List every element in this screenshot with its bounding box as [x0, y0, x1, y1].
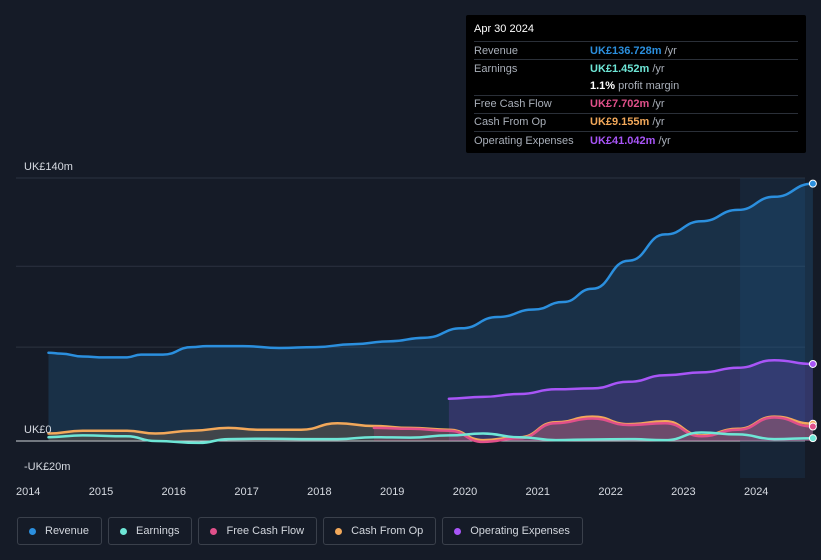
- tooltip-label: Earnings: [474, 62, 518, 75]
- legend-label: Revenue: [45, 525, 90, 537]
- endpoint-operating-expenses: [808, 359, 817, 368]
- tooltip-row-free-cash-flow: Free Cash Flow UK£7.702m /yr: [474, 94, 798, 113]
- line-revenue: [47, 182, 815, 359]
- tooltip-unit: /yr: [652, 62, 665, 75]
- legend-item-earnings[interactable]: Earnings: [108, 517, 193, 545]
- line-free-cash-flow: [372, 416, 815, 444]
- legend-label: Earnings: [136, 525, 180, 537]
- tooltip-row-operating-expenses: Operating Expenses UK£41.042m /yr: [474, 130, 798, 149]
- tooltip-label: Free Cash Flow: [474, 98, 552, 111]
- legend-dot-icon: [454, 527, 462, 535]
- tooltip-row-earnings: Earnings UK£1.452m /yr: [474, 59, 798, 77]
- legend-label: Cash From Op: [351, 525, 424, 537]
- legend-dot-icon: [120, 527, 128, 535]
- tooltip-row-profit-margin: 1.1% profit margin: [474, 77, 798, 94]
- x-tick-label: 2018: [307, 486, 331, 498]
- y-axis: UK£140m UK£0 -UK£20m: [24, 161, 73, 473]
- tooltip-value: UK£7.702m: [590, 98, 650, 111]
- legend-label: Free Cash Flow: [226, 525, 305, 537]
- series-areas: [48, 183, 813, 442]
- endpoint-free-cash-flow: [808, 422, 817, 431]
- tooltip-value: 1.1%: [590, 79, 616, 92]
- legend-item-operating-expenses[interactable]: Operating Expenses: [442, 517, 583, 545]
- line-operating-expenses: [447, 358, 815, 400]
- x-tick-label: 2022: [598, 486, 622, 498]
- tooltip-date: Apr 30 2024: [474, 23, 534, 35]
- legend-item-free-cash-flow[interactable]: Free Cash Flow: [198, 517, 318, 545]
- area-cash-from-op: [48, 416, 813, 441]
- tooltip-unit: /yr: [658, 134, 671, 147]
- legend: Revenue Earnings Free Cash Flow Cash Fro…: [17, 517, 583, 545]
- x-tick-label: 2014: [16, 486, 40, 498]
- y-tick-label: UK£140m: [24, 161, 73, 173]
- endpoint-earnings: [808, 434, 817, 443]
- series-endpoints: [808, 179, 817, 443]
- y-tick-label: -UK£20m: [24, 461, 70, 473]
- x-tick-label: 2019: [380, 486, 404, 498]
- tooltip-label: Cash From Op: [474, 116, 547, 129]
- x-tick-label: 2015: [89, 486, 113, 498]
- area-revenue: [48, 183, 813, 441]
- tooltip-row-cash-from-op: Cash From Op UK£9.155m /yr: [474, 112, 798, 131]
- line-earnings: [47, 431, 815, 445]
- legend-dot-icon: [29, 527, 36, 535]
- tooltip-panel: Apr 30 2024 Revenue UK£136.728m /yr Earn…: [466, 15, 806, 153]
- x-tick-label: 2023: [671, 486, 695, 498]
- tooltip-row-revenue: Revenue UK£136.728m /yr: [474, 41, 798, 59]
- tooltip-value: UK£136.728m: [590, 44, 662, 57]
- tooltip-label: Revenue: [474, 44, 519, 57]
- tooltip-value: UK£9.155m: [590, 116, 650, 129]
- tooltip-unit: /yr: [664, 44, 677, 57]
- legend-dot-icon: [335, 527, 343, 535]
- legend-item-revenue[interactable]: Revenue: [17, 517, 103, 545]
- legend-item-cash-from-op[interactable]: Cash From Op: [323, 517, 437, 545]
- area-operating-expenses: [448, 360, 813, 441]
- area-free-cash-flow: [373, 417, 813, 442]
- x-tick-label: 2016: [162, 486, 186, 498]
- tooltip-unit: /yr: [652, 116, 665, 129]
- tooltip-value: UK£1.452m: [590, 62, 650, 75]
- tooltip-value: UK£41.042m: [590, 134, 656, 147]
- tooltip-label: Operating Expenses: [474, 134, 574, 147]
- x-tick-label: 2021: [526, 486, 550, 498]
- x-tick-label: 2024: [744, 486, 768, 498]
- legend-label: Operating Expenses: [470, 525, 570, 537]
- endpoint-revenue: [808, 179, 817, 188]
- tooltip-unit: profit margin: [618, 79, 680, 92]
- x-tick-label: 2020: [453, 486, 477, 498]
- x-tick-label: 2017: [234, 486, 258, 498]
- tooltip-unit: /yr: [652, 98, 665, 111]
- legend-dot-icon: [210, 527, 218, 535]
- x-axis: 2014 2015 2016 2017 2018 2019 2020 2021 2022 2023…: [16, 486, 768, 498]
- y-tick-label: UK£0: [24, 424, 52, 436]
- series-lines: [47, 182, 815, 445]
